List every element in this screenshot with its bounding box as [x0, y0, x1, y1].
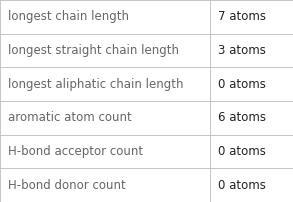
- Text: 3 atoms: 3 atoms: [218, 44, 266, 57]
- Text: longest aliphatic chain length: longest aliphatic chain length: [8, 78, 183, 91]
- Text: H-bond donor count: H-bond donor count: [8, 179, 126, 192]
- Text: 0 atoms: 0 atoms: [218, 145, 266, 158]
- Text: 7 atoms: 7 atoms: [218, 10, 266, 23]
- Text: H-bond acceptor count: H-bond acceptor count: [8, 145, 143, 158]
- Text: longest chain length: longest chain length: [8, 10, 129, 23]
- Text: 6 atoms: 6 atoms: [218, 111, 266, 124]
- Text: 0 atoms: 0 atoms: [218, 179, 266, 192]
- Text: longest straight chain length: longest straight chain length: [8, 44, 179, 57]
- Text: 0 atoms: 0 atoms: [218, 78, 266, 91]
- Text: aromatic atom count: aromatic atom count: [8, 111, 132, 124]
